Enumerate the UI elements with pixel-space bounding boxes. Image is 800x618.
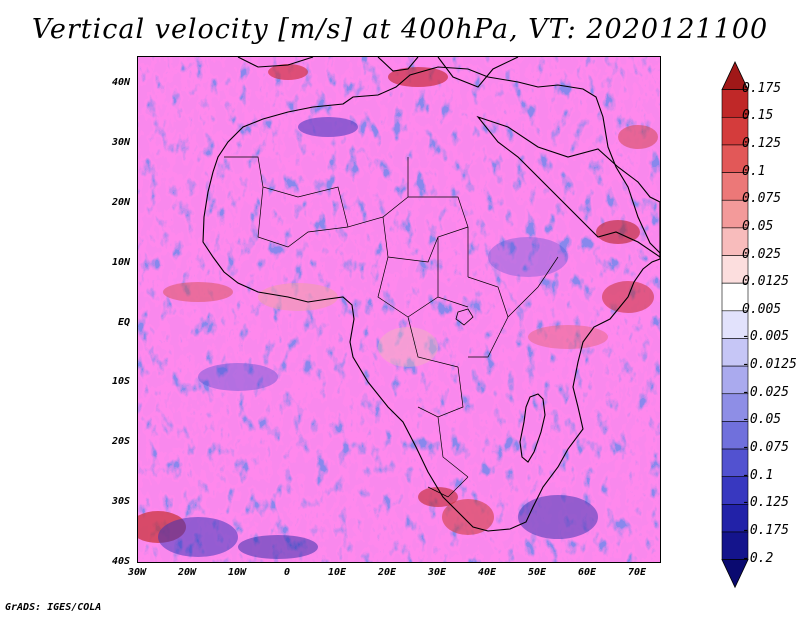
lon-tick-label: 30W	[127, 567, 147, 578]
lon-tick-label: 30E	[427, 567, 447, 578]
colorbar-segment	[721, 504, 749, 533]
lon-tick-label: 10W	[227, 567, 247, 578]
colorbar-label: -0.1	[742, 467, 774, 483]
lon-tick-label: 40E	[477, 567, 497, 578]
lon-tick-label: 20W	[177, 567, 197, 578]
colorbar-label: -0.05	[742, 412, 782, 428]
colorbar-label: 0.005	[742, 301, 782, 317]
colorbar-segment	[721, 365, 749, 395]
lat-tick-label: 10N	[111, 256, 130, 268]
footer-credit: GrADS: IGES/COLA	[5, 602, 102, 613]
colorbar-segment	[721, 199, 749, 229]
colorbar-segment	[721, 172, 749, 201]
colorbar-segment	[721, 476, 749, 505]
lon-tick-label: 70E	[627, 567, 647, 578]
colorbar-label: -0.0125	[742, 357, 797, 373]
colorbar-bottom-arrow	[721, 559, 749, 589]
field-anomaly	[163, 282, 233, 302]
lat-tick-label: 20S	[111, 436, 130, 448]
lat-tick-label: 20N	[111, 196, 130, 208]
colorbar-label: 0.0125	[742, 274, 789, 290]
colorbar-label: -0.125	[742, 495, 789, 511]
mediterranean-coast	[237, 57, 519, 88]
lat-tick-label: 40N	[111, 77, 130, 88]
field-anomaly	[388, 67, 448, 87]
lat-tick-label: 30S	[111, 496, 130, 508]
colorbar-label: -0.005	[742, 329, 789, 345]
field-texture	[138, 57, 660, 562]
colorbar-segment	[721, 282, 749, 312]
colorbar-segment	[721, 227, 749, 256]
colorbar	[721, 61, 749, 589]
field-anomaly	[238, 535, 318, 559]
colorbar-segment	[721, 531, 749, 560]
colorbar-label: 0.175	[742, 80, 782, 96]
map-panel	[137, 56, 661, 563]
lon-tick-label: 60E	[577, 567, 597, 578]
colorbar-segment	[721, 421, 749, 450]
lat-tick-label: 30N	[111, 136, 130, 148]
lake-victoria	[455, 308, 474, 326]
field-anomaly	[198, 363, 278, 391]
field-anomaly	[268, 64, 308, 80]
lon-tick-label: 10E	[327, 567, 347, 578]
lon-tick-label: 50E	[527, 567, 547, 578]
colorbar-label: 0.125	[742, 135, 782, 151]
colorbar-segment	[721, 310, 749, 339]
colorbar-label: 0.075	[742, 191, 782, 207]
country-borders	[224, 156, 559, 498]
field-anomaly	[378, 327, 438, 367]
colorbar-segment	[721, 89, 749, 118]
lon-tick-label: 20E	[377, 567, 397, 578]
colorbar-label: -0.025	[742, 384, 789, 400]
colorbar-label: 0.1	[742, 163, 766, 179]
field-anomaly	[298, 117, 358, 137]
colorbar-label: -0.175	[742, 523, 789, 538]
field-anomaly	[488, 237, 568, 277]
lon-tick-label: 0	[283, 567, 291, 578]
colorbar-segment	[721, 255, 749, 284]
colorbar-segment	[721, 338, 749, 367]
coastlines-and-borders	[202, 57, 660, 532]
field-anomaly	[618, 125, 658, 149]
madagascar-coastline	[519, 393, 546, 463]
field-anomaly	[442, 499, 494, 535]
colorbar-label: 0.05	[742, 218, 774, 234]
vertical-velocity-field	[138, 57, 660, 562]
field-anomaly	[418, 487, 458, 507]
arabia-coastline	[476, 115, 660, 258]
colorbar-label: 0.15	[742, 108, 774, 124]
field-anomaly	[258, 283, 338, 311]
lat-tick-label: 40S	[111, 556, 130, 567]
colorbar-label: -0.075	[742, 440, 789, 456]
lat-tick-label: EQ	[117, 316, 130, 328]
field-anomaly	[158, 517, 238, 557]
colorbar-label: -0.2	[742, 550, 774, 566]
field-anomaly	[518, 495, 598, 539]
field-anomaly	[528, 325, 608, 349]
lat-tick-label: 10S	[111, 376, 130, 388]
colorbar-label: 0.025	[742, 246, 782, 262]
africa-coastline	[202, 66, 660, 532]
chart-title: Vertical velocity [m/s] at 400hPa, VT: 2…	[31, 14, 769, 45]
